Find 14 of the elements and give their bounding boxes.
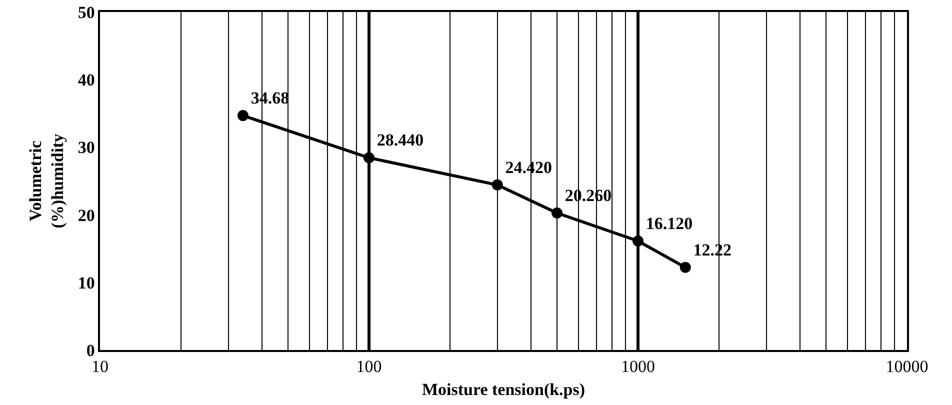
x-axis-title: Moisture tension(k.ps) bbox=[422, 380, 586, 400]
y-tick-label: 0 bbox=[86, 340, 95, 360]
y-tick-label: 40 bbox=[78, 70, 95, 90]
x-tick-label: 10000 bbox=[886, 357, 928, 376]
x-tick-label: 100 bbox=[356, 357, 382, 376]
x-tick-label: 1000 bbox=[621, 357, 655, 376]
data-label: 16.120 bbox=[646, 214, 693, 233]
y-tick-label: 50 bbox=[78, 2, 95, 22]
y-axis-title: Volumetric (%)humidity bbox=[26, 133, 67, 228]
y-tick-label: 20 bbox=[78, 206, 95, 225]
y-tick-label: 30 bbox=[78, 138, 95, 158]
x-tick-label: 10 bbox=[92, 357, 108, 376]
y-tick-label: 10 bbox=[78, 273, 95, 292]
data-label: 28.440 bbox=[376, 130, 424, 150]
